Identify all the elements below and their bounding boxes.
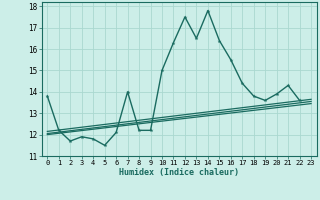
X-axis label: Humidex (Indice chaleur): Humidex (Indice chaleur) xyxy=(119,168,239,177)
